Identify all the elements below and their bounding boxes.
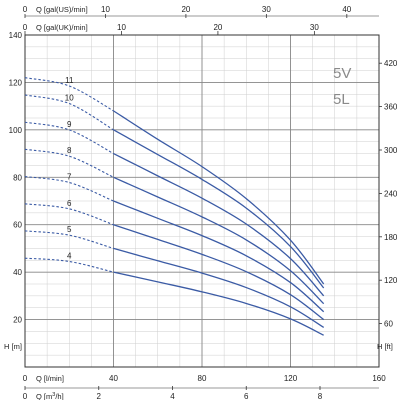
tick-label-q-us: 40: [342, 5, 351, 14]
tick-label-h-ft: 60: [384, 320, 393, 329]
tick-label-q-lmin: 0: [23, 374, 28, 383]
axis-label-q-lmin: Q [l/min]: [36, 374, 64, 383]
curve-dashed-11: [24, 77, 114, 112]
tick-label-h-ft: 120: [384, 276, 398, 285]
axis-label-q-uk: Q [gal(UK)/min]: [36, 23, 88, 32]
tick-label-h-ft: 300: [384, 146, 398, 155]
curve-label-6: 6: [67, 199, 72, 208]
tick-label-q-m3h: 8: [318, 392, 323, 400]
axis-label-q-m3h: Q [m3/h]: [36, 392, 64, 400]
tick-label-h-m: 100: [9, 126, 23, 135]
tick-label-h-m: 120: [9, 78, 23, 87]
curve-dashed-6: [24, 203, 114, 226]
tick-label-q-uk: 30: [310, 23, 319, 32]
tick-label-q-uk: 20: [213, 23, 222, 32]
curve-labels: 4 5 6 7 8 9 10 11: [65, 76, 74, 260]
performance-curves: [24, 77, 325, 336]
curve-dashed-10: [24, 94, 114, 131]
curve-label-4: 4: [67, 251, 72, 260]
curve-label-11: 11: [65, 76, 74, 85]
tick-label-q-us: 10: [101, 5, 110, 14]
tick-label-h-m: 20: [13, 316, 22, 325]
curve-dashed-7: [24, 176, 114, 202]
axis-label-q-us: Q [gal(US)/min]: [36, 5, 88, 14]
curve-dashed-5: [24, 230, 114, 249]
curve-solid-4: [113, 271, 324, 336]
curve-label-9: 9: [67, 120, 72, 129]
tick-label-q-m3h: 0: [23, 392, 28, 400]
tick-label-h-m: 140: [9, 31, 23, 40]
tick-label-q-m3h: 4: [170, 392, 175, 400]
tick-label-h-ft: 180: [384, 233, 398, 242]
curve-solid-10: [113, 129, 325, 289]
curve-dashed-9: [24, 121, 114, 155]
tick-label-q-lmin: 160: [372, 374, 386, 383]
axis-label-h-ft: H [ft]: [377, 342, 393, 351]
curve-solid-6: [113, 224, 325, 321]
curve-label-5: 5: [67, 225, 72, 234]
tick-label-h-m: 60: [13, 221, 22, 230]
tick-label-q-lmin: 40: [109, 374, 118, 383]
curve-label-10: 10: [65, 94, 74, 103]
axis-label-q-m3h-sup: 3: [52, 392, 55, 398]
tick-label-q-m3h: 6: [244, 392, 249, 400]
tick-label-h-m: 40: [13, 268, 22, 277]
tick-label-q-uk: 10: [117, 23, 126, 32]
tick-label-q-us: 0: [23, 5, 28, 14]
curve-dashed-8: [24, 148, 114, 178]
tick-label-h-ft: 240: [384, 189, 398, 198]
axis-label-q-m3h-part2: /h]: [55, 392, 63, 400]
curve-solid-7: [113, 200, 325, 313]
tick-label-h-m: 80: [13, 173, 22, 182]
axis-label-h-m: H [m]: [4, 342, 22, 351]
curve-label-8: 8: [67, 146, 72, 155]
model-label-5l: 5L: [333, 91, 350, 108]
tick-label-q-uk: 0: [23, 23, 28, 32]
tick-label-q-m3h: 2: [97, 392, 102, 400]
tick-label-q-us: 30: [262, 5, 271, 14]
tick-label-q-lmin: 80: [198, 374, 207, 383]
tick-label-h-ft: 360: [384, 103, 398, 112]
tick-label-q-lmin: 120: [284, 374, 298, 383]
curve-solid-8: [113, 176, 325, 305]
curve-label-7: 7: [67, 173, 72, 182]
curve-solid-5: [113, 247, 325, 328]
tick-label-q-us: 20: [181, 5, 190, 14]
curve-solid-9: [113, 152, 325, 297]
axis-label-q-m3h-part1: Q [m: [36, 392, 52, 400]
curve-dashed-4: [24, 257, 114, 273]
model-label-5v: 5V: [333, 65, 351, 82]
curve-solid-11: [113, 110, 325, 285]
tick-label-h-ft: 420: [384, 59, 398, 68]
grid: [24, 34, 380, 368]
plot-frame: [24, 34, 380, 368]
